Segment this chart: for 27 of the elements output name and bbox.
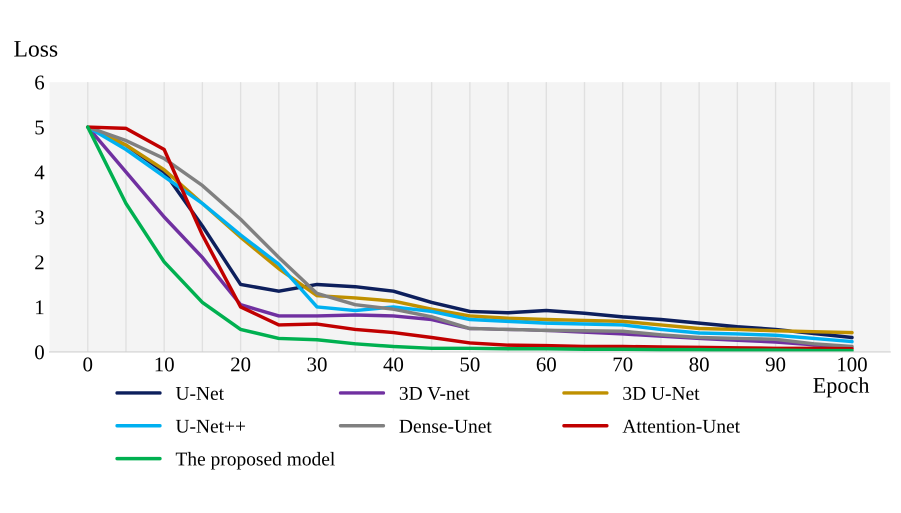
x-tick-label: 30 bbox=[308, 357, 327, 372]
y-tick-label: 6 bbox=[35, 76, 44, 90]
x-tick-label: 20 bbox=[231, 357, 250, 372]
x-tick-label: 40 bbox=[383, 357, 404, 372]
legend-label: U-Net++ bbox=[176, 420, 246, 433]
x-tick-label: 10 bbox=[156, 357, 174, 372]
legend-label: 3D U-Net bbox=[623, 386, 700, 400]
y-tick-label: 5 bbox=[35, 120, 44, 134]
y-tick-label: 0 bbox=[35, 345, 44, 360]
y-tick-label: 3 bbox=[35, 210, 44, 224]
legend-label: The proposed model bbox=[176, 452, 335, 470]
x-tick-label: 0 bbox=[83, 357, 92, 372]
y-tick-label: 4 bbox=[34, 166, 44, 180]
y-axis-title: Loss bbox=[14, 41, 58, 57]
x-tick-label: 60 bbox=[536, 357, 556, 372]
x-tick-label: 70 bbox=[614, 357, 632, 372]
x-tick-label: 50 bbox=[460, 357, 480, 372]
y-tick-label: 1 bbox=[36, 300, 44, 314]
x-tick-label: 90 bbox=[766, 357, 786, 372]
x-tick-label: 100 bbox=[838, 357, 867, 372]
x-tick-label: 80 bbox=[690, 357, 709, 372]
legend-label: Attention-Unet bbox=[622, 420, 740, 433]
legend-label: U-Net bbox=[176, 387, 224, 400]
legend-label: 3D V-net bbox=[400, 386, 470, 400]
legend-label: Dense-Unet bbox=[399, 420, 492, 433]
x-axis-title: Epoch bbox=[813, 377, 870, 398]
y-tick-label: 2 bbox=[35, 255, 44, 270]
